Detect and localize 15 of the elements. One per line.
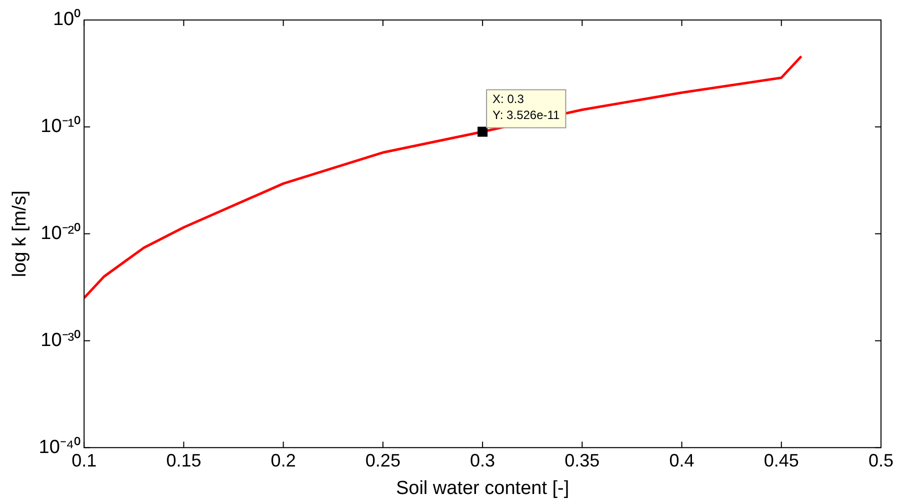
- x-tick-label: 0.4: [669, 450, 694, 470]
- y-tick-label: 10⁻¹⁰: [40, 115, 82, 138]
- x-tick-label: 0.15: [166, 450, 202, 470]
- x-tick-label: 0.45: [764, 450, 799, 470]
- y-tick-label: 10⁰: [52, 8, 82, 30]
- x-tick-label: 0.35: [564, 450, 600, 470]
- x-tick-label: 0.3: [470, 450, 496, 470]
- x-tick-label: 0.5: [868, 450, 894, 470]
- annotation: X: 0.3 Y: 3.526e-11: [492, 92, 560, 122]
- y-axis-title: log k [m/s]: [10, 190, 31, 278]
- y-tick-label: 10⁻³⁰: [40, 328, 82, 351]
- y-tick-label: 10⁻²⁰: [40, 222, 82, 244]
- x-tick-label: 0.25: [365, 450, 400, 470]
- x-tick-label: 0.2: [270, 450, 296, 470]
- x-axis-title: Soil water content [-]: [396, 478, 570, 499]
